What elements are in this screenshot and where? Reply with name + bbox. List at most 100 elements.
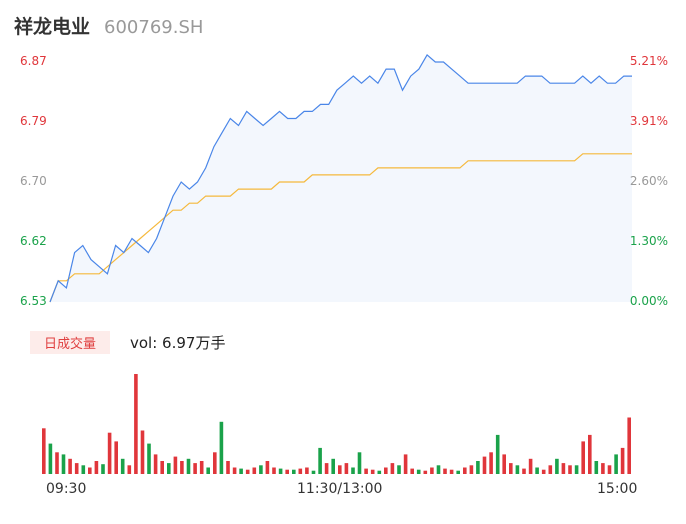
volume-tab-label: 日成交量 [43,337,96,352]
volume-bar [107,432,112,474]
volume-bar [42,428,46,474]
volume-bar [48,443,53,474]
volume-bar [134,374,138,474]
volume-bar [430,467,434,474]
stock-name: 祥龙电业 [14,16,91,38]
volume-bar [509,463,513,474]
volume-bar [522,468,526,474]
y-left-tick: 6.62 [20,234,47,248]
volume-bar [186,458,191,474]
volume-bar [403,454,408,474]
volume-bar [423,470,428,474]
volume-bar [463,467,467,474]
volume-bar [541,469,546,474]
volume-bar [324,463,329,474]
volume-bar [482,456,487,474]
volume-bar [127,465,132,474]
volume-bar [548,465,553,474]
volume-bar [502,454,506,474]
volume-bar [311,470,316,474]
volume-bar [167,463,171,474]
stock-header: 祥龙电业 600769.SH [14,12,203,40]
volume-bar [259,465,263,474]
volume-bar [120,458,125,474]
volume-bar [74,463,79,474]
y-left-tick: 6.79 [20,114,47,128]
volume-bar [101,464,105,474]
volume-bar [344,463,349,474]
volume-bar [245,469,250,474]
volume-bar [476,461,480,474]
volume-bar [285,469,289,474]
volume-bar [535,467,539,474]
y-right-tick: 1.30% [629,234,668,248]
volume-bar [55,452,59,474]
volume-bar [561,463,566,474]
volume-bar [193,463,197,474]
average-price-line [49,153,632,303]
stock-code: 600769.SH [104,17,204,38]
volume-bar [620,447,625,474]
volume-bar [88,467,92,474]
volume-bar [627,417,631,474]
volume-bar [469,465,474,474]
volume-bar [364,468,368,474]
x-tick-close: 15:00 [597,481,638,497]
volume-bar [239,468,243,474]
volume-bar [351,467,355,474]
price-line [49,53,632,303]
volume-bar [219,421,224,474]
volume-bar [160,461,164,474]
volume-bar [390,463,395,474]
y-right-tick: 2.60% [629,174,668,188]
volume-bar [397,465,401,474]
volume-bar [449,469,454,474]
volume-bar [252,467,257,474]
volume-bar [338,465,342,474]
volume-bar [265,461,270,474]
volume-bar [607,465,612,474]
volume-bar [226,461,230,474]
volume-bar [114,441,118,474]
volume-bar [61,454,66,474]
volume-bar [173,456,178,474]
y-right-tick: 0.00% [629,294,668,308]
y-left-tick: 6.53 [20,294,47,308]
volume-bar [292,469,296,474]
y-right-tick: 5.21% [629,54,668,68]
volume-bar [555,458,559,474]
volume-bar [357,452,362,474]
volume-bar [305,467,309,474]
y-right-tick: 3.91% [629,114,668,128]
volume-bar [489,452,493,474]
volume-bar [436,465,441,474]
volume-tab[interactable]: 日成交量 [30,331,110,354]
volume-bar [331,458,335,474]
price-area-fill [50,54,632,303]
volume-bar [384,467,388,474]
volume-bar [377,470,382,474]
volume-bar [180,461,184,474]
volume-bar [298,468,303,474]
volume-bar [601,463,605,474]
volume-bar [614,454,618,474]
volume-bar [416,469,421,474]
volume-bar [456,470,460,474]
volume-bar [81,465,86,474]
y-left-tick: 6.70 [20,174,47,188]
y-left-tick: 6.87 [20,54,47,68]
volume-bar [568,465,572,474]
volume-bar [581,441,585,474]
volume-bar [594,461,599,474]
volume-bar [515,465,520,474]
volume-bar [495,434,500,474]
volume-bar [588,434,592,474]
x-tick-open: 09:30 [46,481,87,497]
x-tick-midday: 11:30/13:00 [297,481,383,497]
volume-bar [147,443,151,474]
volume-bar [370,469,375,474]
volume-bar [318,447,322,474]
volume-bar [153,454,158,474]
volume-bar [443,468,447,474]
